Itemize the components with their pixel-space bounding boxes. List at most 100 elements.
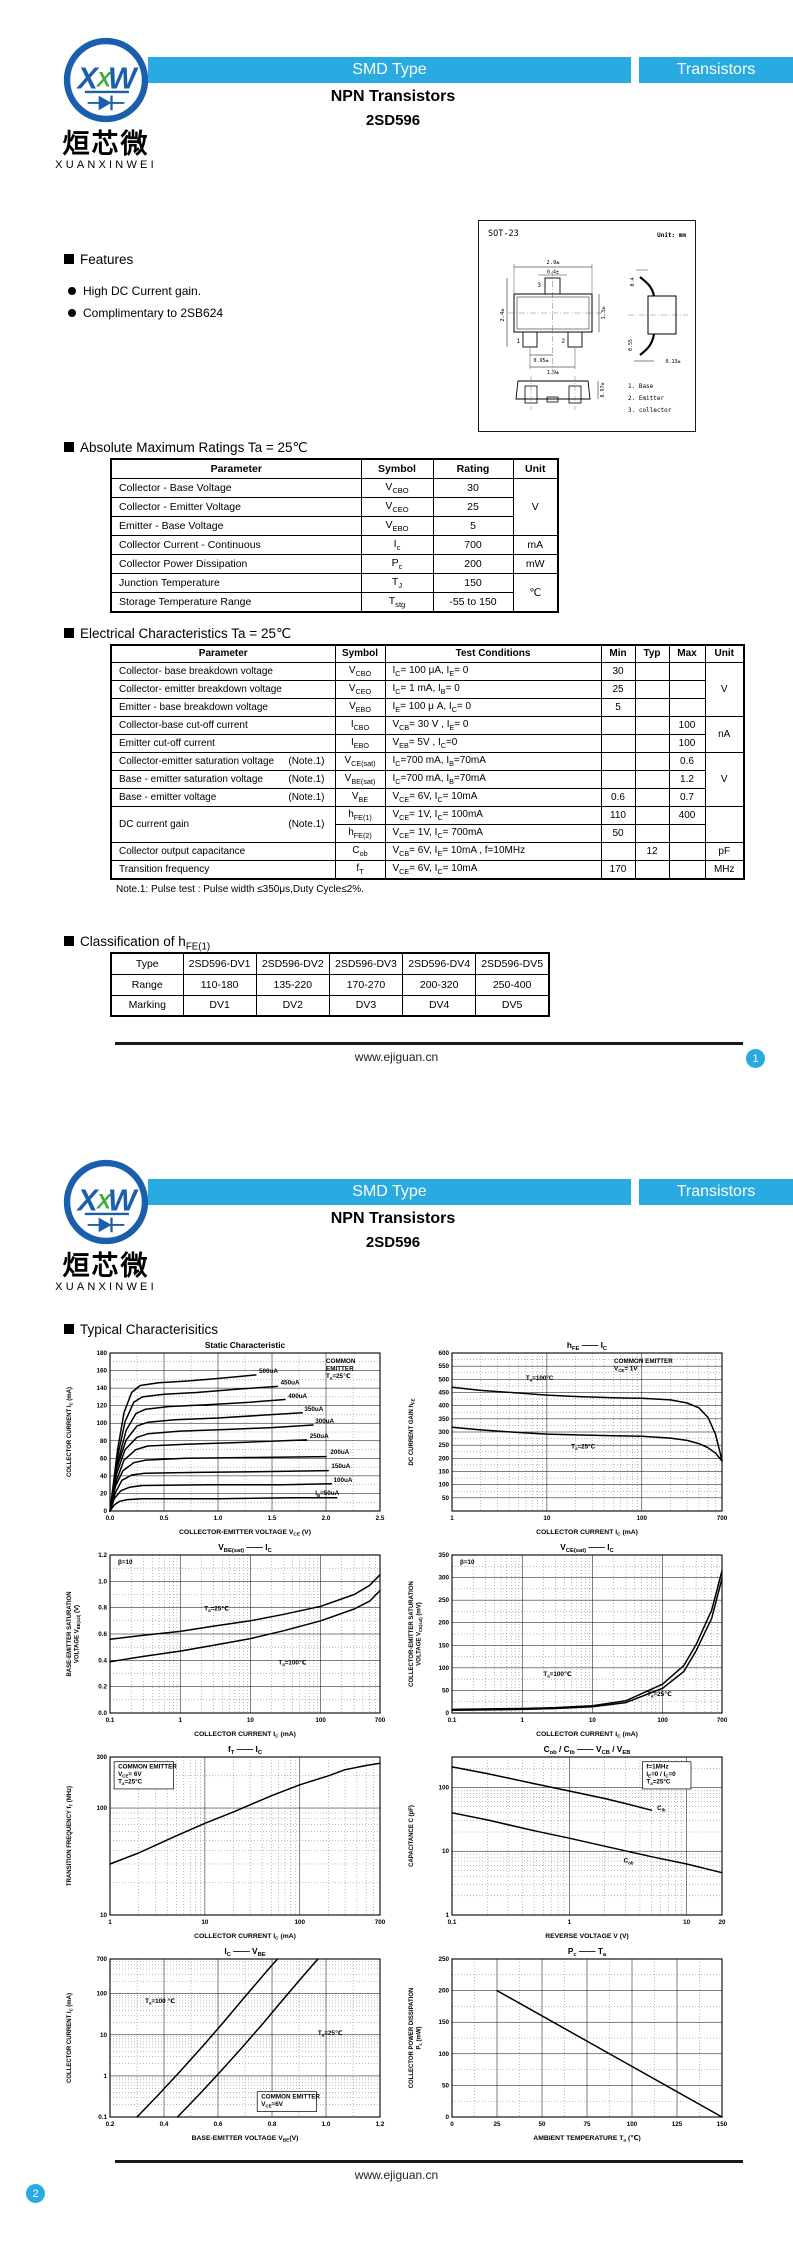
series-fT — [109, 1762, 381, 1865]
svg-text:COLLECTOR CURRENT IC (mA): COLLECTOR CURRENT IC (mA) — [194, 1933, 296, 1942]
chart-svg: 0.1 1 10 100 700 0.0 0.2 0.4 0.6 0.8 1.0 1.2 β=10 Ta=… — [67, 1542, 386, 1740]
feature-item: Complimentary to 2SB624 — [68, 306, 223, 320]
svg-text:Cob: Cob — [624, 1858, 634, 1866]
table-cell — [668, 679, 706, 699]
table-row: Type 2SD596-DV1 2SD596-DV2 2SD596-DV3 2SD596… — [110, 952, 550, 975]
svg-text:100: 100 — [637, 1515, 648, 1522]
svg-text:1. Base: 1. Base — [628, 383, 654, 390]
chart-vcesat-vs-ic: 0.1 1 10 100 700 0 50 100 150 200 250 300 350 β=10 Ta=… — [400, 1540, 742, 1742]
table-cell: 400 — [668, 805, 706, 825]
svg-text:Pc —— Ta: Pc —— Ta — [568, 1946, 607, 1958]
svg-text:0.6: 0.6 — [98, 1631, 107, 1638]
svg-text:0.55: 0.55 — [628, 339, 634, 351]
svg-text:10: 10 — [201, 1919, 209, 1926]
svg-text:f=1MHz: f=1MHz — [646, 1764, 668, 1771]
svg-text:1: 1 — [445, 1912, 449, 1919]
table-cell: DC current gain (Note.1) — [110, 805, 336, 843]
svg-text:VCE=6V: VCE=6V — [261, 2101, 284, 2109]
feature-item: High DC Current gain. — [68, 284, 223, 298]
table-cell: VCBO — [360, 477, 434, 498]
svg-text:VCE= 6V: VCE= 6V — [118, 1771, 142, 1779]
svg-text:Cob / Cib —— VCB / VEB: Cob / Cib —— VCB / VEB — [544, 1744, 631, 1756]
svg-text:100: 100 — [315, 1717, 326, 1724]
svg-text:1: 1 — [103, 2073, 107, 2080]
diode-symbol-icon — [87, 1217, 125, 1233]
svg-text:X: X — [76, 62, 100, 95]
series-IB=100uA — [109, 1483, 333, 1512]
svg-text:COLLECTOR CURRENT IC (mA): COLLECTOR CURRENT IC (mA) — [536, 1529, 638, 1538]
svg-text:2: 2 — [561, 338, 565, 345]
table-row: Collector- base breakdown voltage VCBO IC=… — [110, 661, 745, 717]
table-cell: -55 to 150 — [432, 592, 514, 613]
table-row: Marking DV1 DV2 DV3 DV4 DV5 — [110, 994, 550, 1017]
svg-text:0.4: 0.4 — [630, 277, 636, 286]
table-cell: V — [704, 751, 745, 807]
abs-max-heading: Absolute Maximum Ratings Ta = 25℃ — [64, 440, 308, 456]
svg-text:50: 50 — [442, 1495, 450, 1502]
table-cell: 110-180 — [182, 973, 257, 996]
svg-text:W: W — [108, 1184, 139, 1217]
table-cell — [634, 805, 670, 825]
svg-text:300: 300 — [438, 1429, 449, 1436]
table-cell — [634, 823, 670, 843]
svg-text:100: 100 — [657, 1717, 668, 1724]
chart-svg: 0 25 50 75 100 125 150 0 50 100 150 200 250 Pc —— Ta A… — [409, 1946, 728, 2144]
table-cell: 700 — [432, 534, 514, 555]
table-cell: 135-220 — [255, 973, 330, 996]
table-cell: VCBO — [334, 661, 386, 681]
svg-text:0.8: 0.8 — [98, 1605, 107, 1612]
chart-svg: 1 10 100 700 50 100 150 200 250 300 350 400 450 500 55… — [409, 1340, 728, 1538]
svg-text:1.2: 1.2 — [98, 1552, 107, 1559]
svg-text:Ta=25°C: Ta=25°C — [646, 1778, 671, 1787]
table-cell: 0.6 — [600, 787, 636, 807]
svg-text:IC —— VBE: IC —— VBE — [224, 1946, 265, 1958]
series-Ta=25C — [451, 1426, 723, 1462]
dot-bullet-icon — [68, 287, 76, 295]
square-bullet-icon — [64, 628, 74, 638]
series-Ta=25C — [451, 1577, 723, 1712]
svg-text:Ta=25℃: Ta=25℃ — [326, 1373, 351, 1381]
table-row: Emitter - Base Voltage VEBO 5 — [110, 515, 558, 536]
logo-mark-icon: X X W — [63, 37, 149, 123]
svg-text:10: 10 — [543, 1515, 551, 1522]
table-cell: 50 — [600, 823, 636, 843]
svg-text:150: 150 — [438, 1469, 449, 1476]
svg-text:180: 180 — [96, 1350, 107, 1357]
svg-text:Ta=100℃: Ta=100℃ — [543, 1671, 571, 1679]
svg-text:140: 140 — [96, 1385, 107, 1392]
col-symbol: Symbol — [360, 458, 434, 479]
elec-char-table: Parameter Symbol Test Conditions Min Typ… — [110, 644, 745, 880]
svg-text:700: 700 — [717, 1515, 728, 1522]
svg-text:Ta=25℃: Ta=25℃ — [647, 1691, 672, 1699]
svg-text:10: 10 — [683, 1919, 691, 1926]
svg-text:COLLECTOR POWER DISSIPATION: COLLECTOR POWER DISSIPATION — [409, 1988, 415, 2089]
table-row: Base - emitter voltage (Note.1) VBE VCE= 6V… — [110, 787, 744, 807]
svg-text:Ta=25℃: Ta=25℃ — [204, 1605, 229, 1613]
table-cell: 1.2 — [668, 769, 706, 789]
svg-text:200: 200 — [438, 1988, 449, 1995]
table-cell: Type — [110, 952, 184, 975]
svg-text:W: W — [108, 62, 139, 95]
table-cell: IC= 100 μA, IE= 0 — [384, 661, 602, 681]
svg-text:120: 120 — [96, 1403, 107, 1410]
square-bullet-icon — [64, 1324, 74, 1334]
svg-text:β=10: β=10 — [460, 1559, 475, 1566]
table-cell: 2SD596-DV1 — [182, 952, 257, 975]
table-cell — [704, 805, 745, 843]
svg-text:0: 0 — [445, 1710, 449, 1717]
svg-text:1: 1 — [450, 1515, 454, 1522]
table-cell: VCB= 30 V , IE= 0 — [384, 715, 602, 735]
doc-title: NPN Transistors — [330, 1210, 456, 1227]
table-cell: pF — [704, 841, 745, 861]
sot23-outline-drawing: SOT-23 Unit: mm 3 1 2 2.9± 0.4± 2.4± — [478, 220, 696, 432]
svg-text:0.0: 0.0 — [98, 1710, 107, 1717]
table-cell: 150 — [432, 572, 514, 594]
table-cell — [668, 697, 706, 717]
doc-title: NPN Transistors — [330, 88, 456, 105]
svg-text:DC CURRENT GAIN hFE: DC CURRENT GAIN hFE — [409, 1398, 416, 1465]
svg-text:CAPACITANCE C (pF): CAPACITANCE C (pF) — [409, 1805, 415, 1867]
series-Ta=100C — [109, 1589, 381, 1663]
svg-text:10: 10 — [100, 2032, 108, 2039]
logo-mark-icon: X X W — [63, 1159, 149, 1245]
svg-text:0.5: 0.5 — [160, 1515, 169, 1522]
